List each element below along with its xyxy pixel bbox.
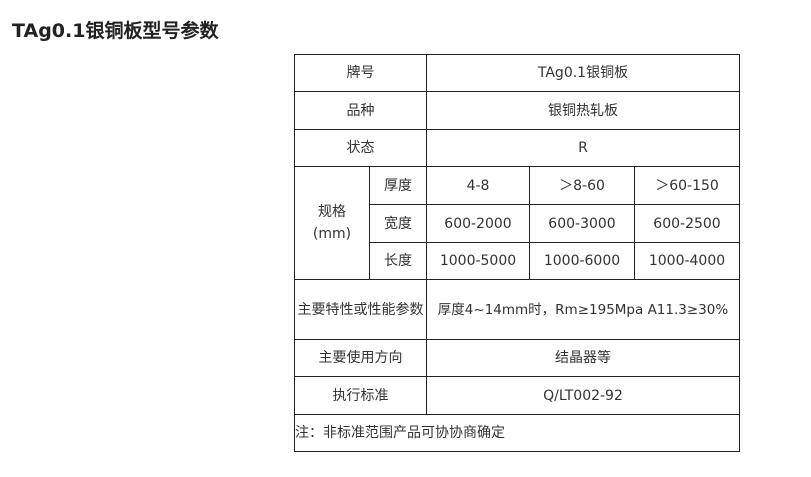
page-title: TAg0.1银铜板型号参数	[12, 20, 219, 42]
table-row: 规格 (mm) 厚度 4-8 ＞8-60 ＞60-150	[294, 166, 740, 280]
length-label: 长度	[369, 242, 427, 280]
table-row: 注：非标准范围产品可协协商确定	[294, 414, 740, 452]
brand-label: 牌号	[294, 54, 427, 92]
thickness-value: ＞8-60	[529, 166, 635, 205]
length-value: 1000-5000	[426, 242, 530, 280]
brand-value: TAg0.1银铜板	[426, 54, 740, 92]
width-value: 600-2500	[634, 204, 740, 243]
width-value: 600-2000	[426, 204, 530, 243]
standard-value: Q/LT002-92	[426, 376, 740, 415]
usage-label: 主要使用方向	[294, 339, 427, 377]
thickness-label: 厚度	[369, 166, 427, 205]
state-value: R	[426, 129, 740, 167]
length-value: 1000-6000	[529, 242, 635, 280]
usage-value: 结晶器等	[426, 339, 740, 377]
table-row: 牌号 TAg0.1银铜板	[294, 54, 740, 92]
table-row: 主要使用方向 结晶器等	[294, 339, 740, 377]
table-row: 品种 银铜热轧板	[294, 91, 740, 130]
length-value: 1000-4000	[634, 242, 740, 280]
width-label: 宽度	[369, 204, 427, 243]
note: 注：非标准范围产品可协协商确定	[294, 414, 740, 452]
thickness-value: 4-8	[426, 166, 530, 205]
thickness-value: ＞60-150	[634, 166, 740, 205]
table-row: 主要特性或性能参数 厚度4~14mm时，Rm≥195Mpa A11.3≥30%	[294, 279, 740, 340]
standard-label: 执行标准	[294, 376, 427, 415]
properties-value: 厚度4~14mm时，Rm≥195Mpa A11.3≥30%	[426, 279, 740, 340]
spec-unit: (mm)	[312, 226, 352, 242]
table-row: 宽度 600-2000 600-3000 600-2500	[295, 204, 740, 243]
state-label: 状态	[294, 129, 427, 167]
spec-table: 牌号 TAg0.1银铜板 品种 银铜热轧板 状态 R 规格 (mm) 厚度 4-8…	[294, 54, 740, 452]
spec-label: 规格 (mm)	[294, 166, 370, 280]
variety-value: 银铜热轧板	[426, 91, 740, 130]
properties-label: 主要特性或性能参数	[294, 279, 427, 340]
table-row: 执行标准 Q/LT002-92	[294, 376, 740, 415]
table-row: 状态 R	[294, 129, 740, 167]
spec-label-text: 规格	[318, 204, 346, 220]
width-value: 600-3000	[529, 204, 635, 243]
variety-label: 品种	[294, 91, 427, 130]
table-row: 长度 1000-5000 1000-6000 1000-4000	[295, 242, 740, 280]
